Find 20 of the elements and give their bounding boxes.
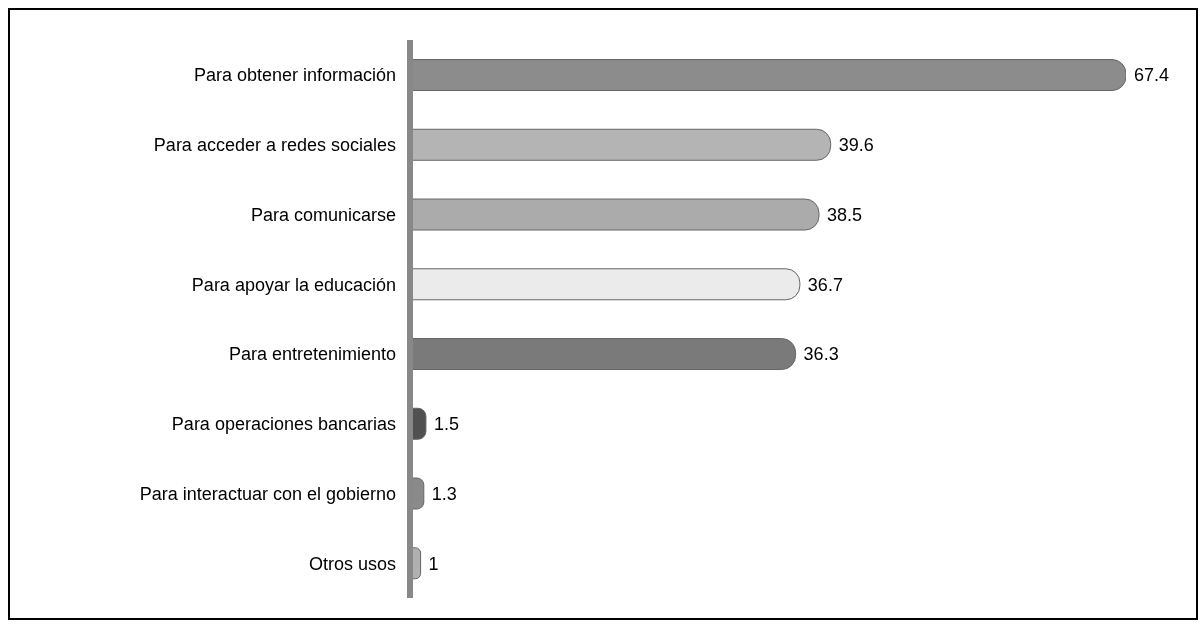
y-tick-label: Para apoyar la educación (191, 274, 396, 295)
y-tick-label: Para entretenimiento (228, 344, 396, 365)
y-tick-label: Para obtener información (193, 65, 396, 86)
data-label: 1.5 (433, 414, 459, 435)
data-label: 67.4 (1134, 65, 1170, 86)
bar (410, 128, 832, 161)
bar (410, 198, 820, 231)
y-tick-label: Para acceder a redes sociales (153, 135, 396, 156)
data-label: 39.6 (838, 135, 874, 156)
data-label: 1 (428, 553, 439, 574)
y-tick-label: Otros usos (308, 553, 396, 574)
y-tick-label: Para operaciones bancarias (171, 414, 396, 435)
data-label: 38.5 (826, 204, 863, 225)
y-tick-label: Para interactuar con el gobierno (139, 483, 396, 504)
bar (410, 338, 797, 371)
bar (410, 268, 801, 301)
y-tick-label: Para comunicarse (250, 204, 396, 225)
data-label: 36.3 (803, 344, 839, 365)
data-label: 1.3 (431, 483, 457, 504)
data-label: 36.7 (807, 274, 843, 295)
